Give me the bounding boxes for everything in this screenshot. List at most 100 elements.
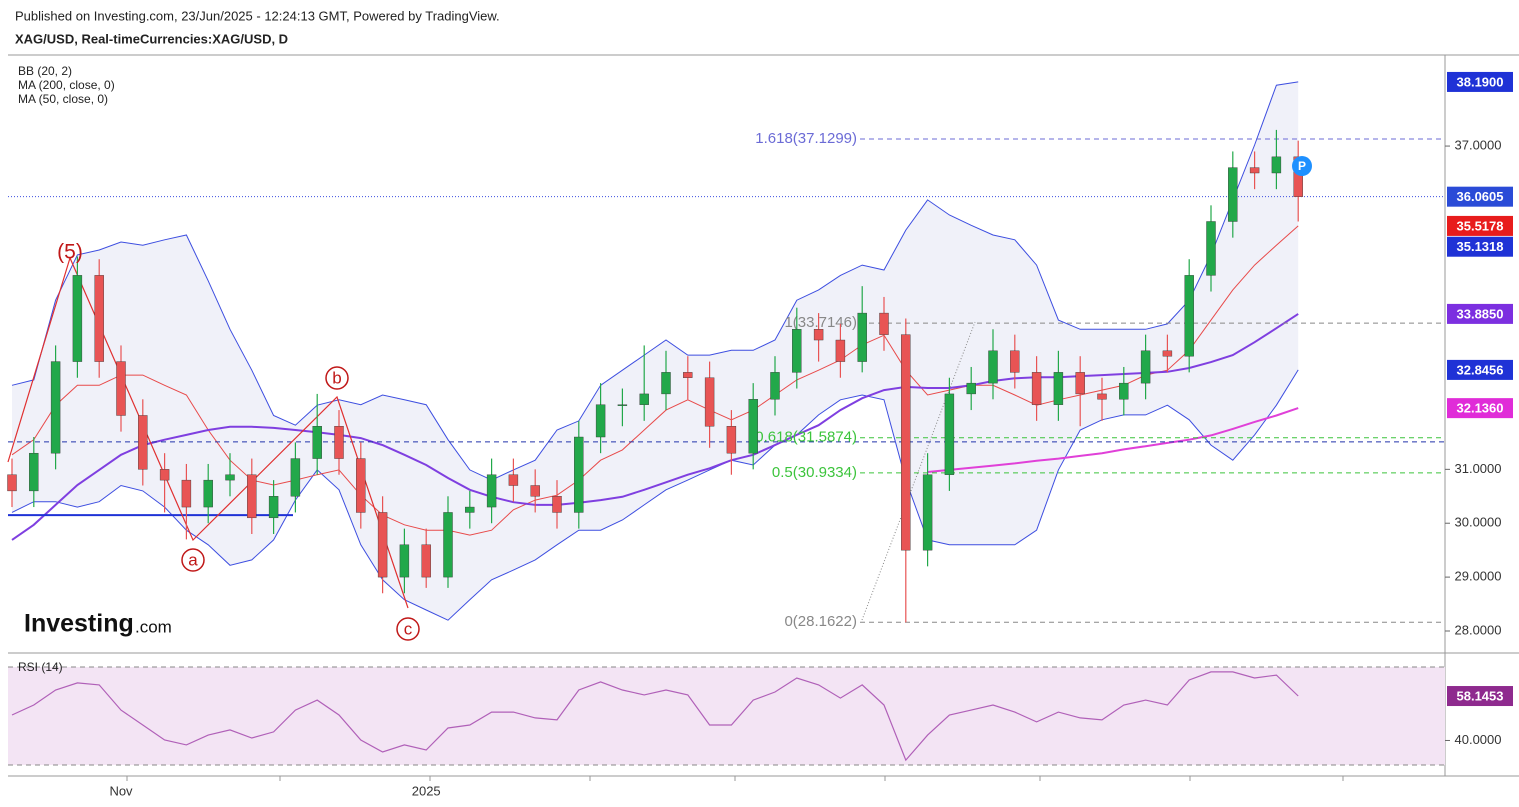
candle-body: [486, 474, 497, 508]
x-tick-label: 2025: [412, 783, 441, 798]
candle-body: [683, 372, 693, 378]
wave-label: (5): [57, 241, 83, 264]
candle-body: [399, 544, 410, 578]
candle-body: [356, 458, 366, 513]
wave-label-circle: [396, 617, 420, 641]
price-label: 32.1360: [1457, 401, 1504, 416]
candle-body: [29, 452, 39, 492]
legend-entry: MA (50, close, 0): [18, 92, 108, 106]
candle-body: [988, 350, 998, 384]
logo: Investing: [24, 610, 134, 638]
candle-body: [159, 469, 170, 481]
candle-body: [1271, 156, 1282, 174]
price-label: 35.1318: [1457, 239, 1504, 254]
candle-body: [1249, 167, 1260, 174]
candle-body: [922, 474, 933, 551]
badge: [1292, 156, 1312, 176]
moving-average-line: [927, 407, 1299, 473]
price-label-box: [1447, 398, 1513, 419]
candle-body: [748, 399, 758, 454]
candle-body: [247, 474, 257, 519]
candle-body: [966, 382, 976, 395]
published-note: Published on Investing.com, 23/Jun/2025 …: [15, 8, 500, 23]
candle-body: [726, 426, 737, 454]
candle-body: [879, 312, 889, 335]
price-label: 35.5178: [1457, 218, 1504, 233]
candle-body: [334, 426, 344, 459]
bb-band-fill: [12, 81, 1299, 621]
candle-body: [465, 506, 475, 513]
wave-label-circle: [325, 366, 349, 390]
wave-label: b: [332, 368, 341, 387]
price-label-box: [1447, 71, 1513, 92]
candle-body: [944, 393, 955, 475]
chart-title: XAG/USD, Real-timeCurrencies:XAG/USD, D: [15, 31, 288, 46]
candle-body: [312, 426, 322, 459]
price-label-box: [1447, 303, 1513, 324]
candle-body: [421, 544, 431, 578]
candle-body: [1119, 382, 1129, 400]
rsi-title: RSI (14): [18, 660, 63, 674]
price-label-box: [1447, 186, 1513, 207]
fib-trend-line: [861, 321, 976, 621]
price-label: 32.8456: [1457, 362, 1504, 377]
candle-body: [50, 361, 61, 454]
wave-label-circle: [181, 548, 205, 572]
wave-label: c: [404, 619, 413, 638]
rsi-line: [11, 671, 1299, 762]
legend-entry: BB (20, 2): [18, 64, 72, 78]
front-layer: BB (20, 2)MA (200, close, 0)MA (50, clos…: [7, 64, 1513, 798]
candle-body: [595, 404, 606, 438]
candle-body: [268, 496, 279, 519]
price-label: 36.0605: [1457, 189, 1504, 204]
y-tick-label: 37.0000: [1455, 137, 1502, 152]
candle-body: [835, 339, 846, 362]
candle-body: [203, 479, 213, 508]
price-label: 58.1453: [1457, 688, 1504, 703]
fib-level-label: 0.618(31.5874): [755, 429, 857, 446]
price-label-box: [1447, 215, 1513, 236]
bb-upper-line: [11, 81, 1299, 481]
candle-body: [508, 474, 519, 486]
candle-body: [290, 458, 301, 497]
candle-body: [94, 275, 104, 362]
y-tick-label: 40.0000: [1455, 732, 1502, 747]
candle-body: [617, 404, 628, 406]
candle-body: [552, 496, 562, 513]
x-tick-label: Nov: [109, 783, 133, 798]
candle-body: [138, 415, 148, 470]
candle-body: [1162, 350, 1173, 357]
bb-lower-line: [11, 369, 1299, 621]
candle-body: [574, 436, 584, 513]
fib-level-label: 0.5(30.9334): [772, 464, 857, 481]
candle-body: [377, 512, 388, 578]
price-label-box: [1447, 359, 1513, 380]
candle-body: [661, 372, 671, 395]
candle-body: [530, 485, 540, 497]
logo-suffix: .com: [135, 617, 172, 636]
candle-body: [116, 361, 126, 416]
fib-level-label: 1(33.7146): [784, 314, 857, 331]
candle-body: [792, 329, 802, 373]
price-label: 33.8850: [1457, 306, 1504, 321]
price-label: 38.1900: [1457, 74, 1504, 89]
badge-text: P: [1298, 159, 1306, 173]
candle-body: [704, 377, 715, 427]
y-tick-label: 31.0000: [1455, 461, 1502, 476]
candle-body: [1010, 350, 1020, 373]
month-separators: [126, 776, 1344, 781]
candle-body: [1075, 372, 1085, 395]
candle-body: [901, 334, 911, 551]
fib-level-label: 1.618(37.1299): [755, 130, 857, 147]
candle-body: [72, 275, 83, 362]
rsi-band: [8, 667, 1445, 765]
candle-body: [1228, 167, 1238, 222]
candle-body: [857, 312, 867, 362]
fib-level-label: 0(28.1622): [784, 613, 857, 630]
candle-body: [639, 393, 649, 405]
y-tick-label: 30.0000: [1455, 515, 1502, 530]
candle-body: [1053, 372, 1064, 405]
